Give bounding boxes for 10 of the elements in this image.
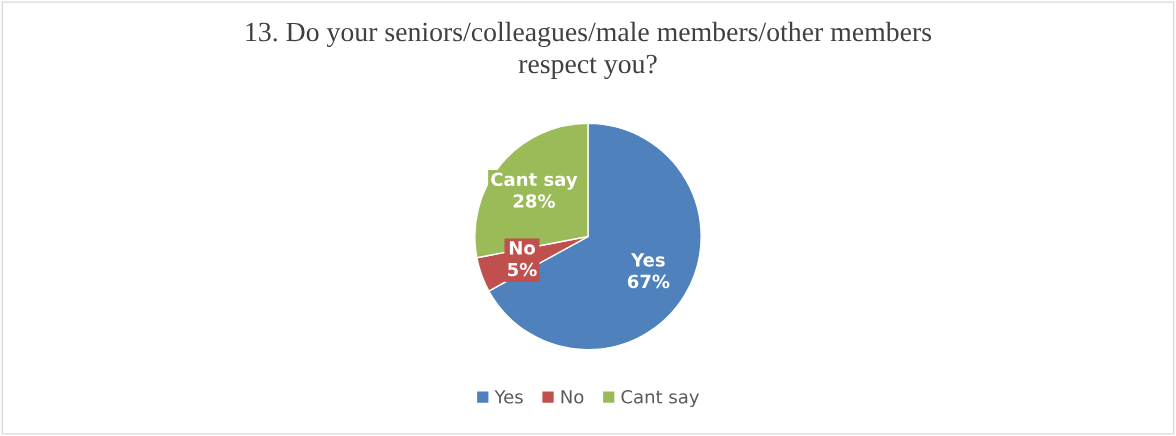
data-label: 5% <box>508 262 537 277</box>
chart-title: 13. Do your seniors/colleagues/male members/other members respect you? <box>246 21 932 80</box>
data-label: 67% <box>627 274 670 289</box>
legend-label: Cant say <box>621 389 699 408</box>
legend-label: No <box>561 390 584 404</box>
legend-label: Yes <box>494 390 523 404</box>
slice-label: Yes <box>631 253 665 267</box>
slice-label: No <box>509 241 535 255</box>
slice-label: Cant say <box>491 172 578 190</box>
data-label: 28% <box>513 194 555 208</box>
